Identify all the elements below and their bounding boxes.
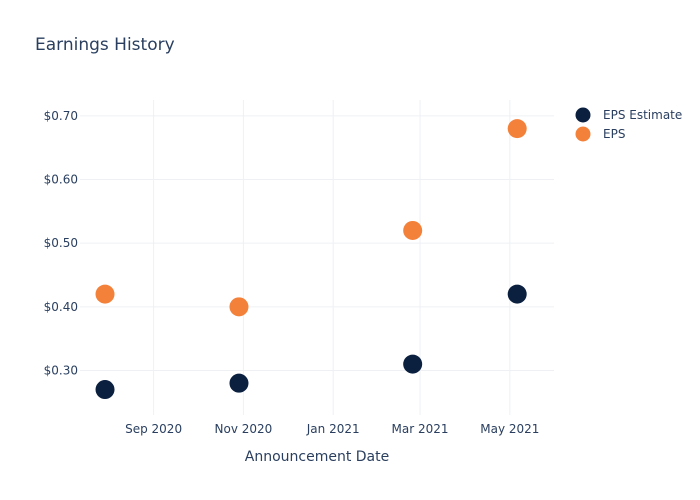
grid-lines	[80, 100, 554, 415]
y-tick-label: $0.40	[44, 300, 78, 314]
legend-marker[interactable]	[575, 126, 591, 142]
point-eps-estimate[interactable]	[507, 284, 527, 304]
point-eps-estimate[interactable]	[403, 354, 423, 374]
point-eps-estimate[interactable]	[95, 380, 115, 400]
point-eps[interactable]	[507, 119, 527, 139]
y-tick-label: $0.30	[44, 363, 78, 377]
y-tick-label: $0.50	[44, 236, 78, 250]
point-eps[interactable]	[403, 220, 423, 240]
point-eps[interactable]	[229, 297, 249, 317]
x-tick-label: Jan 2021	[306, 422, 360, 436]
point-eps-estimate[interactable]	[229, 373, 249, 393]
legend-label[interactable]: EPS	[603, 127, 625, 141]
x-axis-title: Announcement Date	[245, 449, 389, 465]
legend-label[interactable]: EPS Estimate	[603, 108, 682, 122]
y-axis-ticks: $0.30 $0.40 $0.50 $0.60 $0.70	[44, 109, 78, 378]
x-tick-label: Nov 2020	[215, 422, 273, 436]
chart-title: Earnings History	[35, 35, 175, 55]
x-tick-label: May 2021	[480, 422, 539, 436]
y-tick-label: $0.60	[44, 173, 78, 187]
legend[interactable]: EPS Estimate EPS	[575, 107, 683, 142]
y-tick-label: $0.70	[44, 109, 78, 123]
x-axis-ticks: Sep 2020 Nov 2020 Jan 2021 Mar 2021 May 2021	[125, 422, 539, 436]
legend-marker[interactable]	[575, 107, 591, 123]
point-eps[interactable]	[95, 284, 115, 304]
x-tick-label: Sep 2020	[125, 422, 182, 436]
data-points	[95, 119, 527, 400]
x-tick-label: Mar 2021	[392, 422, 449, 436]
